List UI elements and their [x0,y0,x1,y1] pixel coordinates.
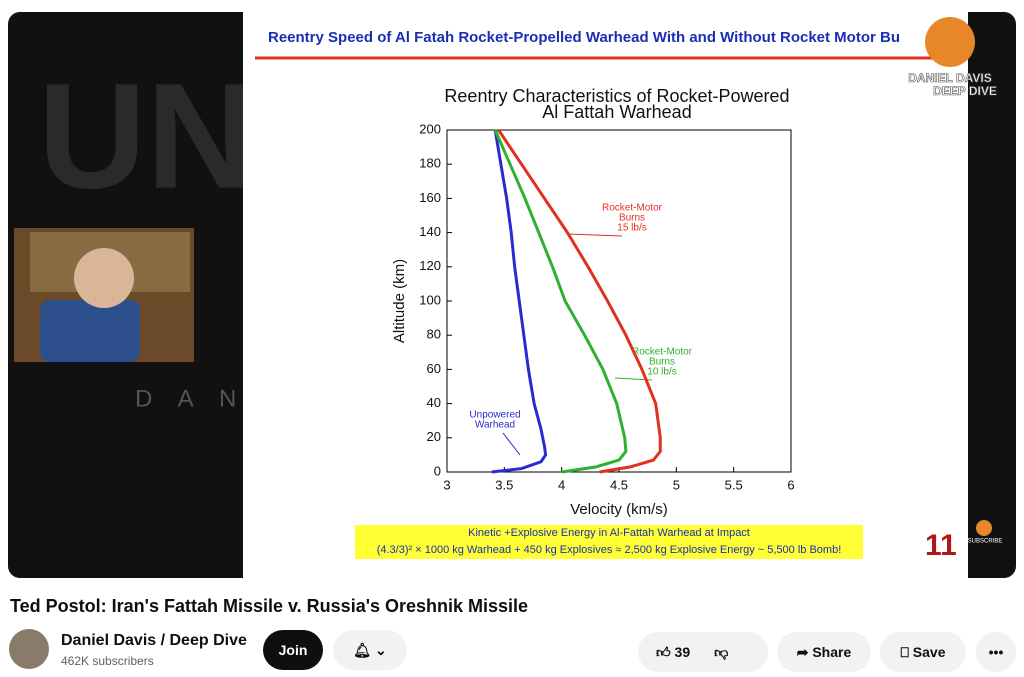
join-button[interactable]: Join [263,630,323,670]
annotation: 15 lb/s [617,223,646,234]
person-head [74,248,134,308]
x-tick-label: 5 [673,477,680,492]
channel-avatar[interactable] [9,629,49,669]
more-button[interactable]: ••• [976,632,1016,672]
y-tick-label: 200 [419,121,441,136]
like-button[interactable]: 👍︎ 39 👎︎ [638,632,768,672]
slide-number: 11 [925,529,957,562]
y-tick-label: 20 [427,429,441,444]
y-tick-label: 160 [419,190,441,205]
note: Kinetic +Explosive Energy in Al-Fattah W… [468,527,750,539]
y-tick-label: 120 [419,258,441,273]
share-label: Share [812,644,852,660]
annotation: Rocket-Motor [632,347,693,358]
chart-title: Reentry Characteristics of Rocket-Powere… [444,86,789,106]
series-line [493,129,628,474]
annotation: Unpowered [469,410,520,421]
like-count: 39 [674,644,691,660]
channel-name[interactable]: Daniel Davis / Deep Dive [61,632,247,649]
x-tick-label: 5.5 [725,477,743,492]
annotation: Rocket-Motor [602,203,663,214]
y-axis-label: Altitude (km) [391,259,408,343]
annotation-arrow [567,233,623,237]
logo-text: DEEP DIVE [933,84,997,98]
subscribe-text[interactable]: SUBSCRIBE [968,539,1003,545]
slide-heading: Reentry Speed of Al Fatah Rocket-Propell… [268,29,900,46]
logo [925,17,975,67]
y-tick-label: 100 [419,292,441,307]
series-line [491,129,548,474]
share-button[interactable]: ➦ Share [777,632,871,672]
x-tick-label: 3 [443,477,450,492]
chart-title: Al Fattah Warhead [542,102,691,122]
subscribe-icon[interactable] [976,520,992,536]
save-label: Save [912,644,946,660]
y-tick-label: 80 [427,327,441,342]
subscriber-count: 462K subscribers [61,654,154,668]
highlight [355,525,863,559]
save-button[interactable]: ⎕ Save [880,632,966,672]
x-tick-label: 4.5 [610,477,628,492]
series-line [497,129,662,474]
y-tick-label: 180 [419,156,441,171]
y-tick-label: 140 [419,224,441,239]
x-tick-label: 4 [558,477,565,492]
annotation: Burns [649,357,675,368]
video-title: Ted Postol: Iran's Fattah Missile v. Rus… [10,596,528,616]
logo-text: DANIEL DAVIS [908,71,992,85]
x-tick-label: 6 [787,477,794,492]
x-tick-label: 3.5 [495,477,513,492]
y-tick-label: 40 [427,395,441,410]
annotation-arrow [502,432,521,456]
person-body [40,300,140,362]
chart: Reentry Characteristics of Rocket-Powere… [391,86,795,518]
annotation: 10 lb/s [647,367,676,378]
annotation: Warhead [475,420,515,431]
x-axis-label: Velocity (km/s) [570,501,668,518]
notify-button[interactable]: 🔔︎ ⌄ [333,630,407,670]
y-tick-label: 60 [427,361,441,376]
y-tick-label: 0 [434,463,441,478]
annotation: Burns [619,213,645,224]
watermark: D A N [135,385,246,412]
note: (4.3/3)² × 1000 kg Warhead + 450 kg Expl… [377,544,842,556]
